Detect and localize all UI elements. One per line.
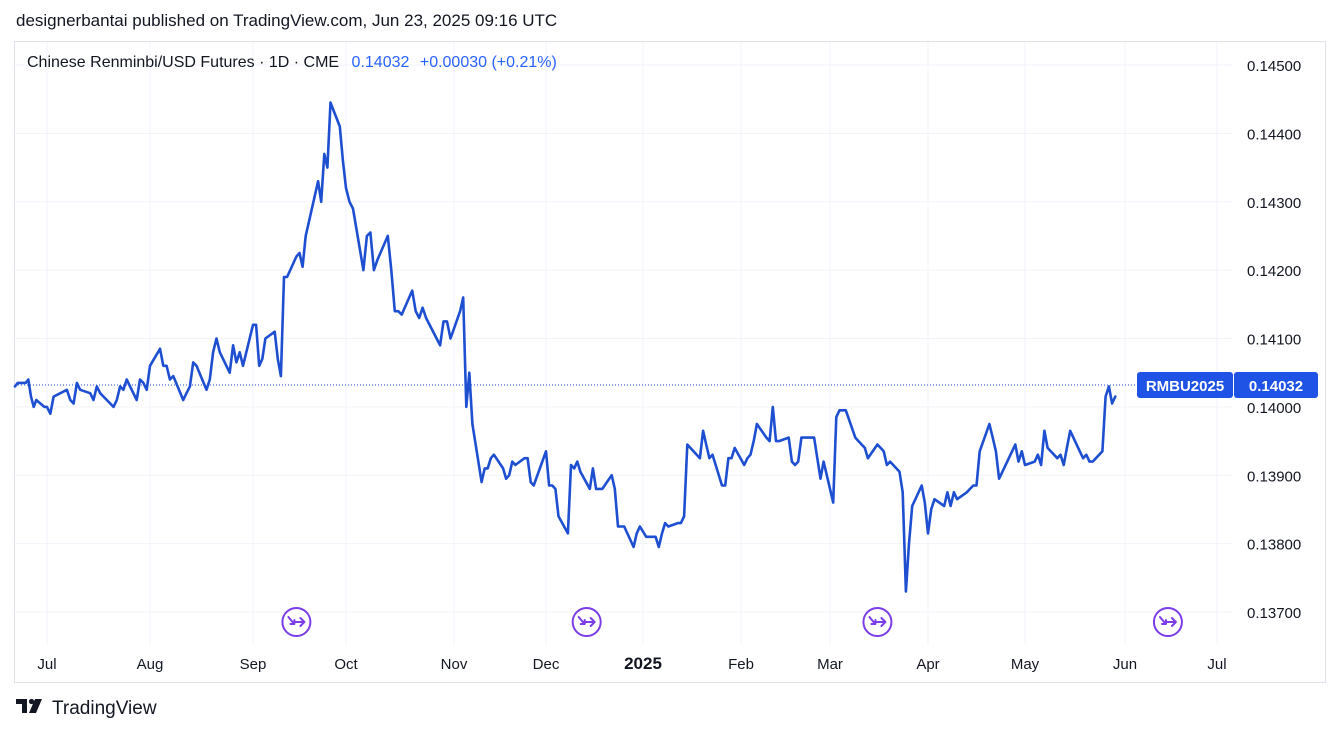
price-tag: RMBU2025 0.14032 <box>1137 372 1318 398</box>
legend-last-value: 0.14032 <box>351 54 410 71</box>
grid-lines <box>15 42 1232 645</box>
event-arrow-icon[interactable] <box>862 607 893 637</box>
y-tick-label: 0.13900 <box>1247 468 1301 485</box>
footer-brand[interactable]: TradingView <box>52 697 157 719</box>
event-arrow-icon[interactable] <box>1152 607 1183 637</box>
x-tick-label: Jul <box>1207 656 1226 673</box>
series-line <box>13 101 1117 593</box>
publish-header: designerbantai published on TradingView.… <box>16 11 558 30</box>
x-tick-label: 2025 <box>624 654 662 673</box>
price-tag-ticker: RMBU2025 <box>1146 378 1224 395</box>
y-tick-label: 0.14500 <box>1247 58 1301 75</box>
x-tick-label: Aug <box>137 656 164 673</box>
price-tag-value: 0.14032 <box>1249 378 1303 395</box>
x-tick-label: Mar <box>817 656 843 673</box>
event-arrow-icon[interactable] <box>571 607 602 637</box>
x-tick-label: Dec <box>533 656 560 673</box>
x-axis: Jul Aug Sep Oct Nov Dec 2025 Feb Mar Apr May Jun Jul <box>37 654 1226 673</box>
x-tick-label: Sep <box>240 656 267 673</box>
y-tick-label: 0.14200 <box>1247 263 1301 280</box>
y-tick-label: 0.14100 <box>1247 332 1301 349</box>
event-arrow-icon[interactable] <box>281 607 312 637</box>
y-axis: 0.14500 0.14400 0.14300 0.14200 0.14100 0.140… <box>1247 58 1301 622</box>
y-tick-label: 0.13700 <box>1247 605 1301 622</box>
y-tick-label: 0.14400 <box>1247 126 1301 143</box>
x-tick-label: Jul <box>37 656 56 673</box>
x-tick-label: Jun <box>1113 656 1137 673</box>
legend-symbol[interactable]: Chinese Renminbi/USD Futures · 1D · CME <box>27 54 340 71</box>
y-tick-label: 0.14000 <box>1247 400 1301 417</box>
chart-frame <box>14 41 1326 683</box>
event-markers <box>281 607 1183 637</box>
x-tick-label: Feb <box>728 656 754 673</box>
x-tick-label: Apr <box>916 656 939 673</box>
legend-change: +0.00030 (+0.21%) <box>419 54 557 71</box>
footer: TradingView <box>16 697 157 720</box>
x-tick-label: Nov <box>441 656 468 673</box>
x-tick-label: Oct <box>334 656 358 673</box>
chart-legend: Chinese Renminbi/USD Futures · 1D · CME … <box>27 54 557 72</box>
x-tick-label: May <box>1011 656 1040 673</box>
tradingview-logo-icon[interactable] <box>16 697 46 720</box>
y-tick-label: 0.13800 <box>1247 537 1301 554</box>
y-tick-label: 0.14300 <box>1247 195 1301 212</box>
